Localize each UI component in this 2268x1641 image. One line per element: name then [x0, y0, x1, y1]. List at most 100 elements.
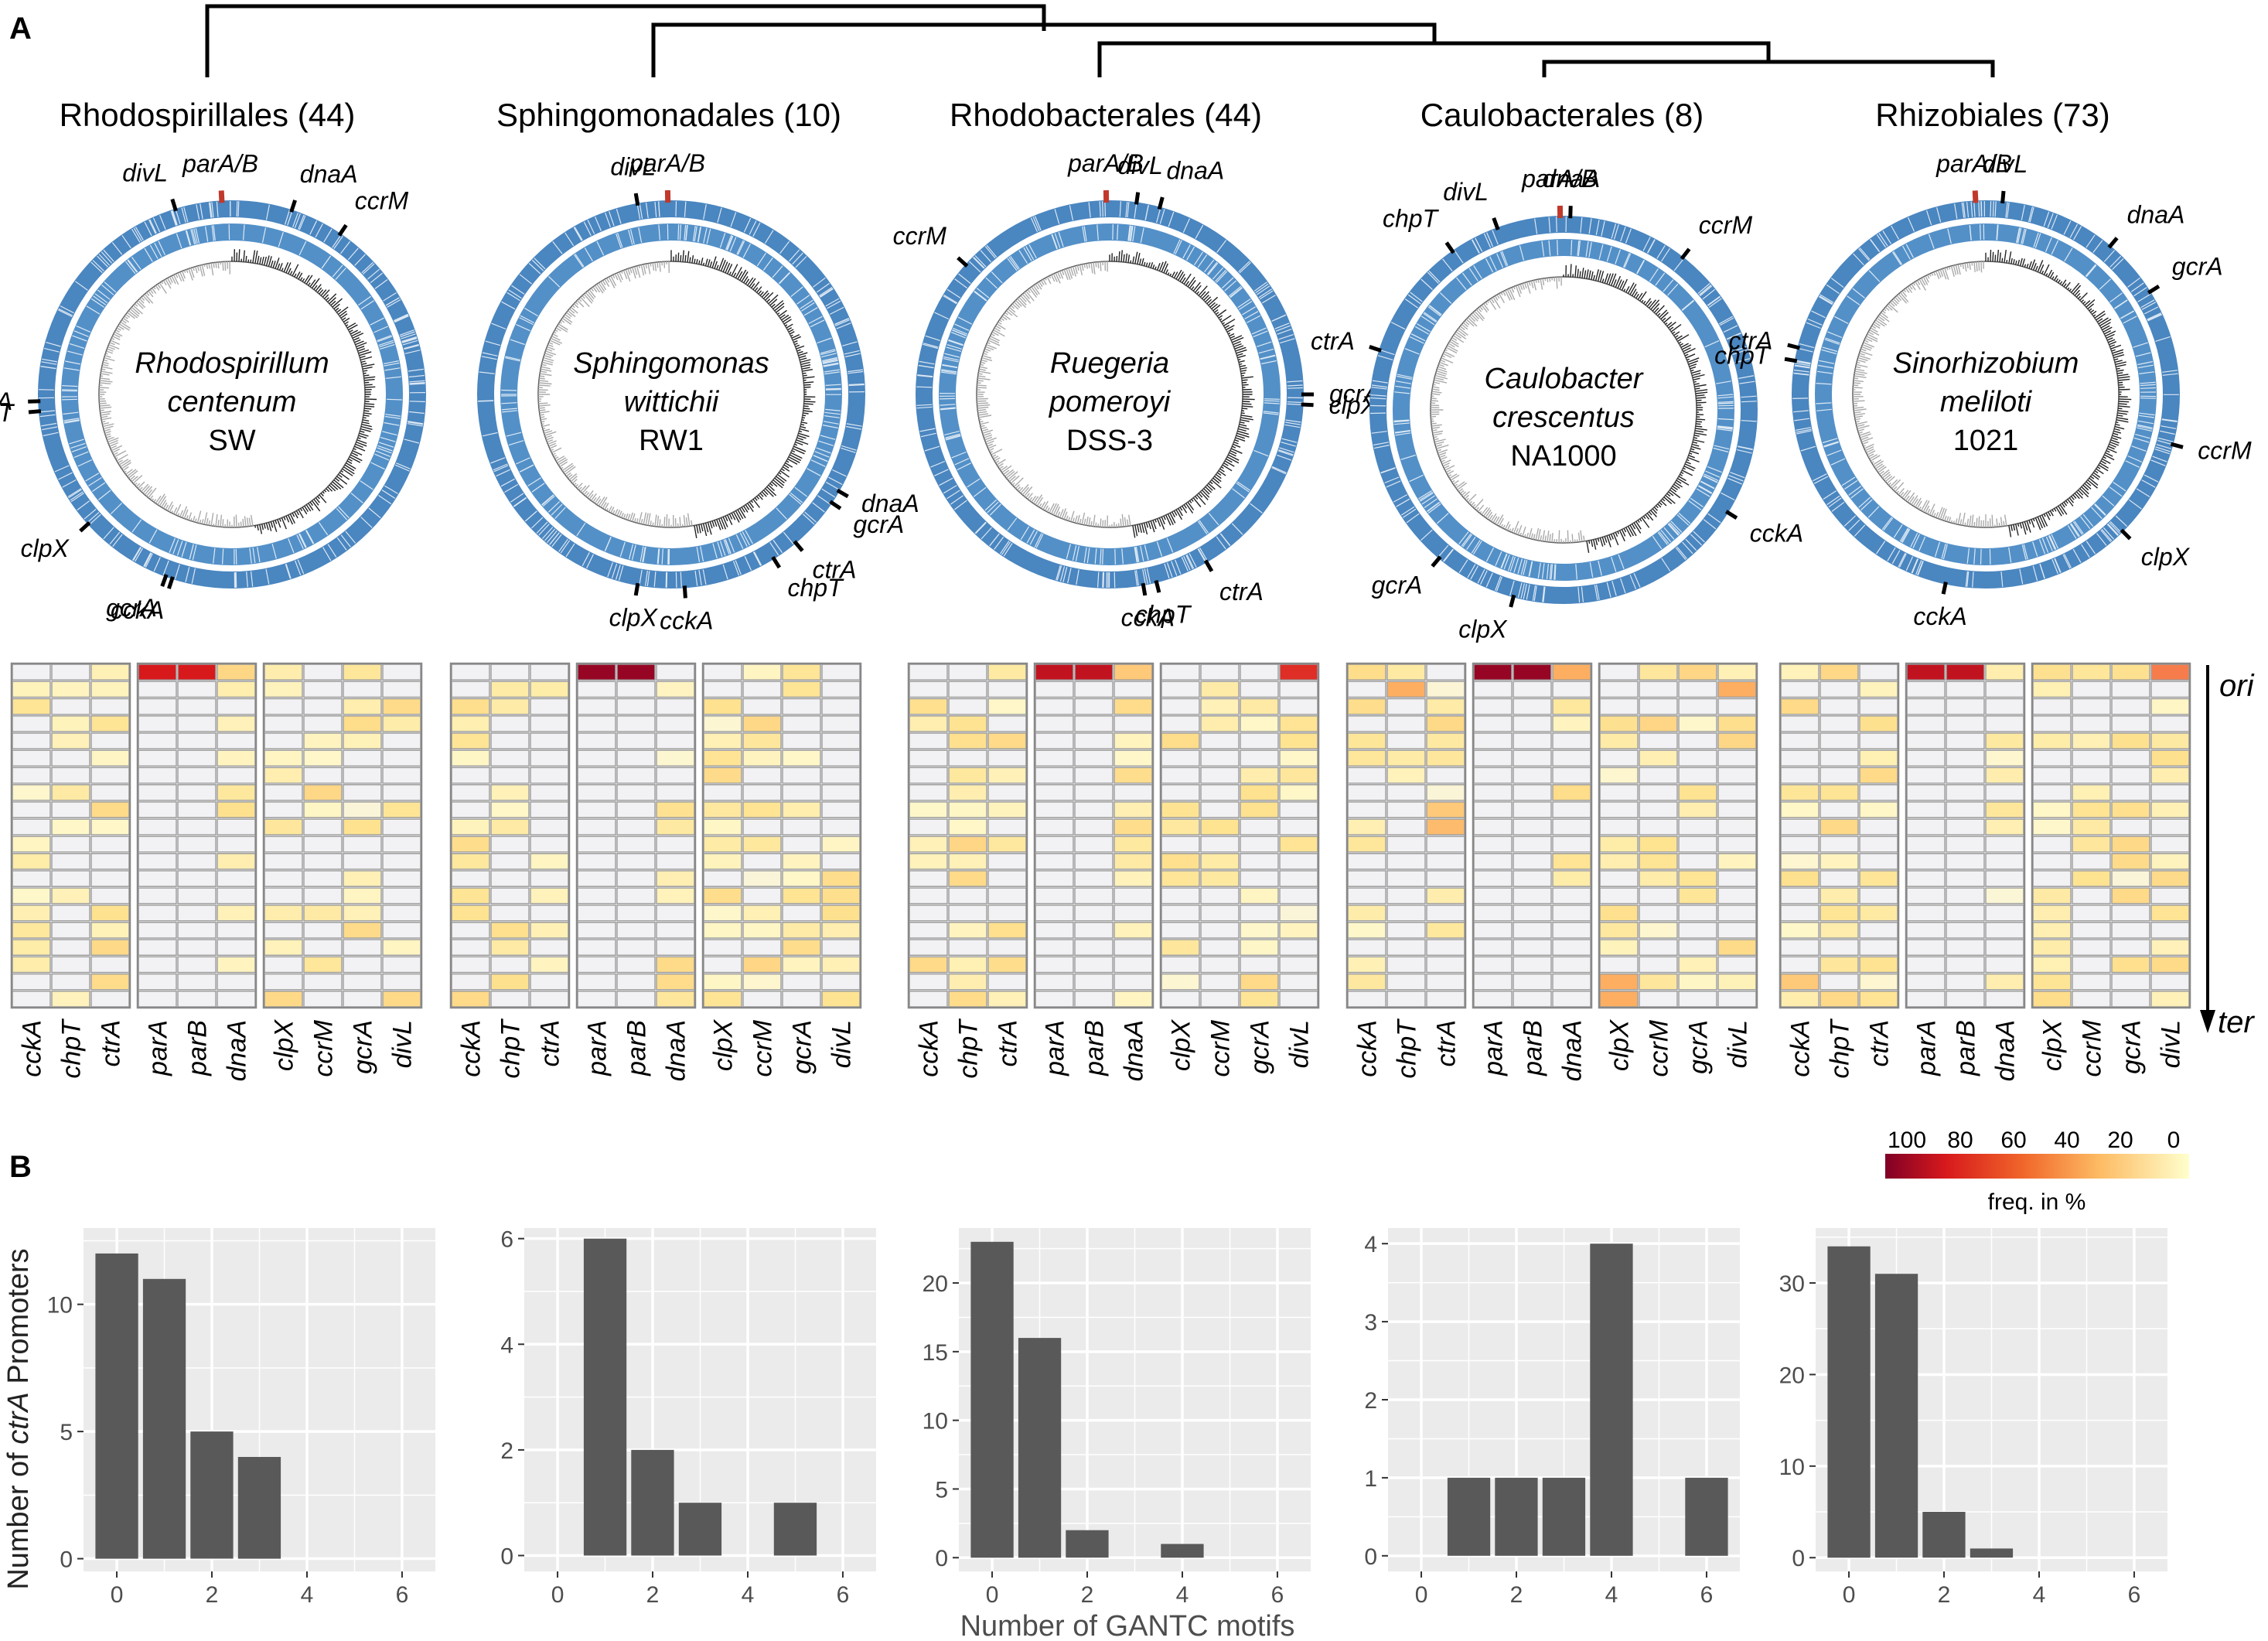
heatmap-gene-label: divL — [2157, 1020, 2186, 1068]
heatmap-cell — [1114, 887, 1153, 905]
heatmap-cell — [264, 973, 303, 991]
histogram-bar — [1161, 1544, 1204, 1558]
heatmap-cell — [1552, 956, 1591, 974]
heatmap-cell — [1906, 801, 1946, 818]
heatmap-cell — [1074, 784, 1114, 801]
heatmap-cell — [2032, 698, 2072, 715]
heatmap-cell — [303, 922, 343, 939]
heatmap-cell — [51, 991, 90, 1008]
heatmap-cell — [1946, 749, 1985, 767]
heatmap-cell — [577, 801, 616, 818]
heatmap-cell — [703, 904, 742, 922]
heatmap-cell — [1200, 749, 1240, 767]
heatmap-cell — [1114, 698, 1153, 715]
heatmap-cell — [1717, 715, 1757, 732]
heatmap-cell — [90, 801, 130, 818]
heatmap-cell — [1513, 991, 1552, 1008]
histogram-bar — [1590, 1244, 1633, 1556]
heatmap-cell — [987, 766, 1027, 784]
heatmap-cell — [1639, 835, 1678, 853]
heatmap-cell — [530, 835, 569, 853]
heatmap-gene-label: ccrM — [1645, 1019, 1674, 1076]
heatmap-cell — [1279, 698, 1318, 715]
heatmap-cell — [12, 835, 51, 853]
heatmap-cell — [1639, 922, 1678, 939]
heatmap-cell — [948, 818, 987, 836]
heatmap-cell — [1426, 922, 1465, 939]
strain-name: SW — [208, 425, 255, 457]
heatmap-cell — [987, 887, 1027, 905]
heatmap-cell — [1200, 939, 1240, 956]
heatmap-cell — [1985, 973, 2024, 991]
heatmap-cell — [1200, 664, 1240, 681]
heatmap-gene-label: chpT — [954, 1018, 984, 1079]
gene-marker — [1941, 582, 1948, 595]
gene-ring-outer — [38, 200, 426, 589]
heatmap-cell — [2150, 870, 2190, 887]
heatmap-cell — [1946, 732, 1985, 749]
heatmap-cell — [1161, 715, 1200, 732]
heatmap-cell — [1161, 853, 1200, 870]
heatmap-cell — [703, 664, 742, 681]
heatmap-cell — [138, 922, 177, 939]
gene-marker — [289, 200, 297, 213]
histogram-bar — [1542, 1477, 1586, 1556]
heatmap-cell — [821, 939, 861, 956]
y-tick-label: 10 — [923, 1409, 948, 1435]
heatmap-cell — [382, 766, 421, 784]
heatmap-cell — [12, 870, 51, 887]
heatmap-cell — [1717, 835, 1757, 853]
heatmap-cell — [1780, 887, 1820, 905]
heatmap-cell — [1240, 784, 1279, 801]
heatmap-cell — [1347, 991, 1386, 1008]
heatmap-cell — [1946, 991, 1985, 1008]
heatmap-cell — [821, 732, 861, 749]
gene-marker — [1509, 594, 1516, 608]
heatmap-cell — [1599, 732, 1639, 749]
heatmap-cell — [2032, 681, 2072, 698]
heatmap-group-border — [262, 662, 423, 1009]
heatmap-cell — [177, 939, 217, 956]
heatmap-cell — [1240, 922, 1279, 939]
heatmap-cell — [1035, 991, 1074, 1008]
heatmap-cell — [12, 939, 51, 956]
heatmap-cell — [616, 732, 656, 749]
heatmap-cell — [703, 784, 742, 801]
heatmap-gene-label: parA — [1479, 1020, 1509, 1076]
gene-marker — [682, 585, 687, 599]
ori-ter-axis: ori ter — [2200, 665, 2255, 1039]
heatmap-cell — [1985, 870, 2024, 887]
heatmap-cell — [656, 904, 695, 922]
heatmap-cell — [2111, 904, 2150, 922]
heatmap-gene-label: ccrM — [749, 1019, 778, 1076]
heatmap-cell — [217, 939, 256, 956]
heatmap-cell — [987, 784, 1027, 801]
heatmap-cell — [2150, 732, 2190, 749]
heatmap-cell — [1386, 835, 1426, 853]
heatmap-cell — [2032, 973, 2072, 991]
heatmap-cell — [1279, 956, 1318, 974]
heatmap-cell — [490, 991, 530, 1008]
heatmap-cell — [1279, 939, 1318, 956]
heatmap-cell — [1780, 870, 1820, 887]
heatmap-cell — [821, 973, 861, 991]
heatmap-cell — [1780, 939, 1820, 956]
strain-name: DSS-3 — [1066, 425, 1153, 457]
heatmap-cell — [909, 818, 948, 836]
heatmap-cell — [1717, 956, 1757, 974]
heatmap-cell — [1426, 956, 1465, 974]
heatmap-cell — [1639, 939, 1678, 956]
heatmap-cell — [1552, 784, 1591, 801]
heatmap-cell — [303, 973, 343, 991]
heatmap-cell — [1859, 784, 1898, 801]
gene-label: ctrA — [0, 387, 12, 415]
heatmap-cell — [821, 835, 861, 853]
y-tick-label: 20 — [1779, 1363, 1805, 1388]
heatmap-cell — [742, 939, 782, 956]
heatmap-cell — [1473, 784, 1513, 801]
heatmap-cell — [303, 801, 343, 818]
heatmap-cell — [530, 939, 569, 956]
heatmap-cell — [490, 681, 530, 698]
heatmap-cell — [1114, 870, 1153, 887]
